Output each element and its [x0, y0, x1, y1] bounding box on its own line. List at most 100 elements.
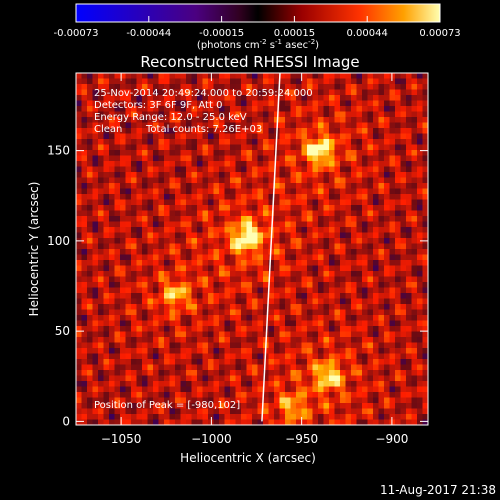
heatmap-cell	[109, 232, 115, 239]
heatmap-cell	[268, 403, 275, 409]
heatmap-cell	[235, 100, 242, 107]
heatmap-cell	[301, 205, 308, 211]
heatmap-cell	[340, 342, 346, 349]
heatmap-cell	[186, 392, 192, 398]
heatmap-cell	[323, 414, 330, 420]
heatmap-cell	[274, 287, 280, 294]
heatmap-cell	[307, 106, 313, 112]
heatmap-cell	[103, 199, 110, 206]
heatmap-cell	[395, 287, 401, 294]
heatmap-cell	[417, 221, 423, 228]
heatmap-cell	[125, 144, 132, 151]
heatmap-cell	[323, 139, 330, 145]
heatmap-cell	[279, 243, 286, 250]
heatmap-cell	[120, 122, 126, 129]
heatmap-cell	[186, 139, 192, 145]
heatmap-cell	[274, 84, 280, 90]
heatmap-cell	[114, 144, 121, 151]
heatmap-cell	[422, 265, 428, 272]
heatmap-cell	[395, 139, 401, 145]
heatmap-cell	[76, 337, 82, 343]
heatmap-cell	[307, 265, 313, 272]
heatmap-cell	[411, 100, 418, 107]
heatmap-cell	[395, 183, 401, 189]
heatmap-cell	[263, 315, 269, 321]
heatmap-cell	[114, 397, 121, 404]
heatmap-cell	[373, 100, 379, 107]
heatmap-cell	[169, 111, 176, 118]
heatmap-cell	[114, 100, 121, 107]
heatmap-cell	[329, 386, 335, 393]
heatmap-cell	[76, 397, 82, 404]
heatmap-cell	[191, 183, 198, 189]
heatmap-cell	[147, 326, 154, 332]
heatmap-cell	[356, 315, 363, 321]
heatmap-cell	[290, 293, 297, 299]
heatmap-cell	[92, 408, 99, 415]
heatmap-cell	[307, 276, 313, 283]
heatmap-cell	[384, 381, 390, 387]
heatmap-cell	[186, 221, 192, 228]
heatmap-cell	[290, 397, 297, 404]
heatmap-cell	[406, 375, 412, 382]
heatmap-cell	[384, 320, 390, 327]
heatmap-cell	[103, 210, 110, 217]
heatmap-cell	[367, 150, 374, 156]
heatmap-cell	[417, 276, 423, 283]
heatmap-cell	[356, 111, 363, 118]
heatmap-cell	[202, 337, 209, 343]
heatmap-cell	[378, 161, 385, 167]
heatmap-cell	[158, 232, 165, 239]
heatmap-cell	[76, 381, 82, 387]
heatmap-cell	[296, 78, 302, 85]
heatmap-cell	[169, 304, 176, 310]
heatmap-cell	[230, 348, 236, 354]
heatmap-cell	[263, 249, 269, 255]
heatmap-cell	[406, 315, 412, 321]
heatmap-cell	[87, 271, 93, 277]
heatmap-cell	[246, 282, 253, 288]
heatmap-cell	[318, 232, 324, 239]
heatmap-cell	[208, 210, 214, 217]
heatmap-cell	[400, 133, 407, 140]
heatmap-cell	[202, 199, 209, 206]
heatmap-cell	[125, 260, 132, 266]
heatmap-cell	[384, 205, 390, 211]
heatmap-cell	[301, 287, 308, 294]
heatmap-cell	[263, 381, 269, 387]
heatmap-cell	[263, 150, 269, 156]
heatmap-cell	[422, 337, 428, 343]
heatmap-cell	[153, 205, 159, 211]
heatmap-cell	[87, 293, 93, 299]
heatmap-cell	[180, 150, 187, 156]
heatmap-cell	[158, 199, 165, 206]
heatmap-cell	[395, 216, 401, 222]
heatmap-cell	[81, 216, 88, 222]
heatmap-cell	[384, 122, 390, 129]
heatmap-cell	[307, 359, 313, 365]
heatmap-cell	[340, 364, 346, 371]
heatmap-cell	[329, 210, 335, 217]
heatmap-cell	[400, 117, 407, 123]
heatmap-cell	[345, 348, 352, 354]
heatmap-cell	[367, 359, 374, 365]
heatmap-cell	[213, 375, 220, 382]
heatmap-cell	[307, 254, 313, 261]
heatmap-cell	[169, 155, 176, 162]
heatmap-cell	[131, 348, 137, 354]
heatmap-cell	[356, 304, 363, 310]
heatmap-cell	[340, 106, 346, 112]
heatmap-cell	[378, 100, 385, 107]
heatmap-cell	[114, 117, 121, 123]
heatmap-cell	[279, 392, 286, 398]
heatmap-cell	[235, 166, 242, 173]
heatmap-cell	[389, 331, 396, 338]
heatmap-cell	[329, 150, 335, 156]
heatmap-cell	[252, 359, 258, 365]
heatmap-cell	[318, 84, 324, 90]
heatmap-cell	[76, 139, 82, 145]
heatmap-cell	[257, 210, 264, 217]
heatmap-cell	[312, 177, 319, 184]
heatmap-cell	[186, 342, 192, 349]
heatmap-cell	[378, 381, 385, 387]
